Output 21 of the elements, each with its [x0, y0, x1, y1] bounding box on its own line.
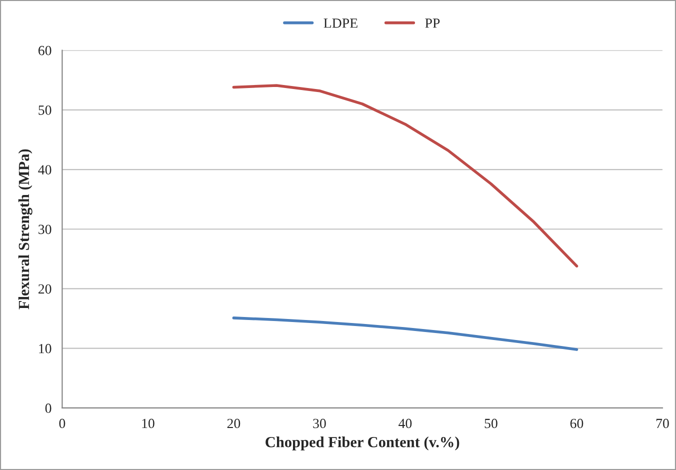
y-tick-label: 10 [39, 344, 52, 354]
x-tick-label: 0 [59, 418, 66, 428]
line-series [232, 316, 578, 351]
y-tick-label: 50 [38, 105, 52, 115]
x-axis-title: Chopped Fiber Content (v.%) [266, 436, 460, 450]
y-tick-label: 20 [38, 284, 52, 294]
legend-label: PP [425, 18, 440, 28]
legend-label: LDPE [324, 18, 358, 28]
x-tick-label: 20 [227, 418, 240, 428]
x-tick-label: 70 [656, 418, 669, 428]
x-tick-label: 60 [570, 418, 584, 428]
x-tick-label: 30 [313, 418, 326, 428]
y-tick-label: 30 [38, 224, 52, 234]
x-tick-label: 40 [398, 418, 412, 428]
y-tick-label: 0 [45, 404, 52, 413]
y-tick-label: 40 [38, 165, 52, 174]
y-axis-title: Flexural Strength (MPa) [18, 149, 32, 310]
x-tick-label: 10 [142, 418, 154, 428]
line-series [232, 84, 578, 268]
y-tick-label: 60 [38, 46, 52, 56]
x-tick-label: 50 [484, 418, 498, 428]
